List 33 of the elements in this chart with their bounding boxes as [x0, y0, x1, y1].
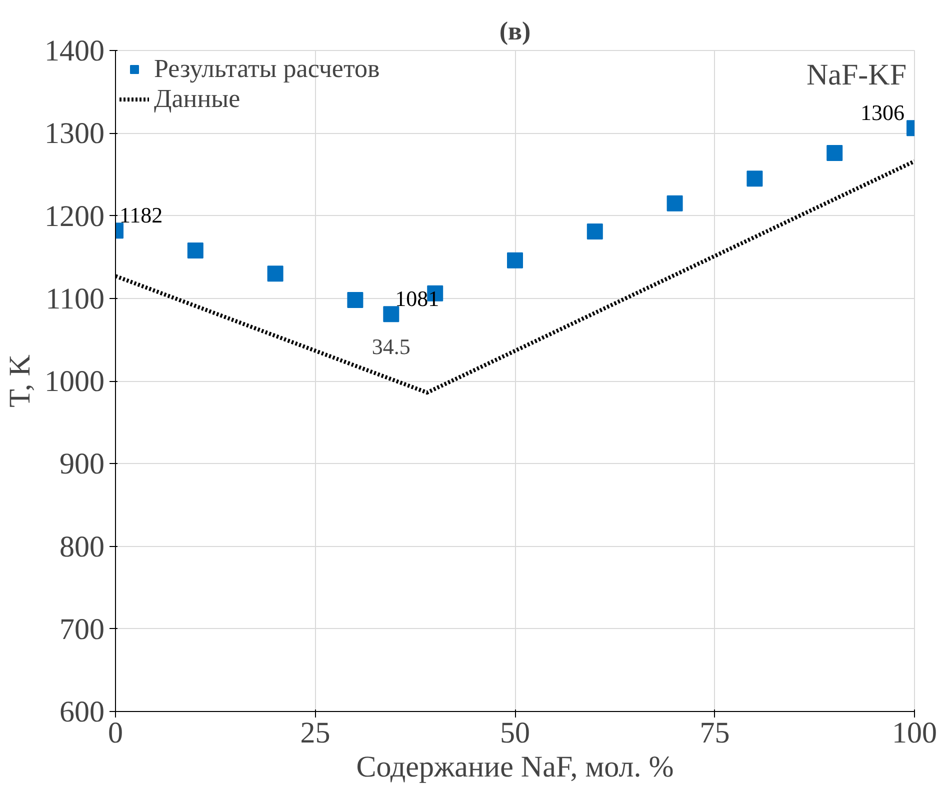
point: [666, 195, 683, 212]
point: [187, 242, 204, 258]
x-tick-label: 25: [300, 716, 330, 750]
data-label: 1182: [120, 202, 163, 228]
annotation: NaF-KF: [806, 58, 907, 92]
y-tick-label: 1300: [44, 117, 104, 150]
y-tick-label: 600: [60, 696, 104, 728]
y-axis-title: T, K: [4, 354, 36, 408]
x-tick-label: 100: [892, 716, 937, 750]
y-tick-label: 1400: [44, 34, 104, 68]
legend-label: Данные: [154, 84, 240, 114]
chart-title: (в): [499, 16, 531, 46]
point: [267, 266, 284, 282]
point: [826, 144, 843, 161]
y-tick-label: 1000: [44, 365, 104, 398]
y-tick-label: 800: [60, 530, 104, 564]
data-label: 1081: [395, 286, 440, 312]
y-tick-label: 900: [60, 448, 104, 481]
annotation: 34.5: [372, 334, 410, 360]
y-tick-label: 1200: [44, 200, 104, 233]
point: [586, 223, 603, 240]
y-tick-label: 700: [60, 612, 104, 646]
x-axis-title: Содержание NaF, мол. %: [356, 750, 674, 784]
legend-label: Результаты расчетов: [154, 54, 380, 84]
y-tick-label: 1100: [46, 282, 105, 316]
point: [383, 306, 400, 322]
x-tick-label: 0: [108, 716, 123, 750]
data-label: 1306: [860, 100, 904, 126]
point: [746, 170, 763, 187]
point: [507, 252, 523, 268]
x-tick-label: 50: [500, 716, 530, 750]
x-tick-label: 75: [700, 716, 730, 750]
point: [347, 292, 364, 308]
